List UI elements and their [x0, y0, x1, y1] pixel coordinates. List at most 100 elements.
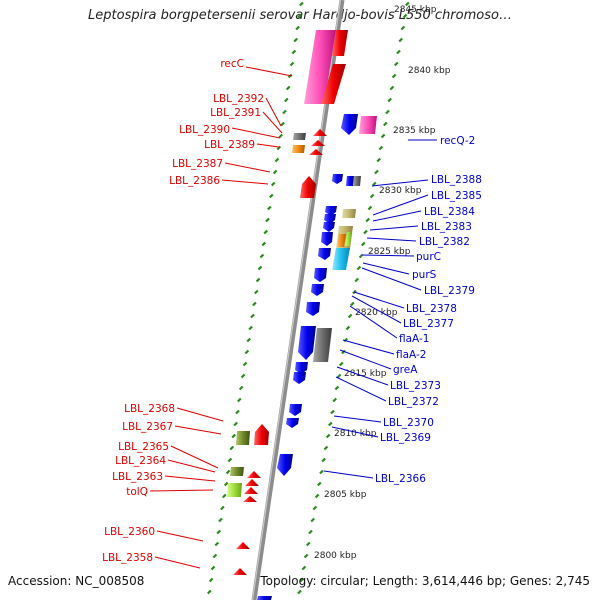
track-tick [280, 121, 285, 127]
track-tick [299, 577, 304, 583]
gene-label: LBL_2373 [390, 380, 441, 392]
track-tick [265, 217, 270, 223]
track-tick [405, 1, 410, 7]
gene-purC-purS [332, 248, 350, 270]
gene-red-480 [245, 479, 259, 486]
gene-lbl2388-b [346, 176, 354, 186]
track-tick [328, 421, 333, 427]
track-tick [269, 193, 274, 199]
reverse-strand-genes [227, 30, 348, 575]
track-tick [254, 289, 259, 295]
gene-recQ2-pink [359, 116, 377, 134]
track-tick [267, 205, 272, 211]
gene-lbl2390 [293, 133, 306, 140]
track-tick [240, 373, 246, 379]
gene-label: LBL_2365 [118, 441, 169, 453]
gene-label: LBL_2360 [104, 526, 155, 538]
track-tick [222, 493, 227, 499]
topology-text: Topology: circular; Length: 3,614,446 bp… [260, 574, 590, 588]
track-tick [314, 493, 320, 499]
gene-lbl2388-a [332, 174, 343, 184]
gene-label: LBL_2377 [403, 318, 454, 330]
track-tick [308, 529, 313, 535]
track-tick [299, 1, 304, 7]
gene-label: LBL_2369 [380, 432, 431, 444]
gene-label: LBL_2382 [419, 236, 470, 248]
track-tick [225, 469, 231, 475]
gene-label: LBL_2392 [213, 93, 264, 105]
gene-label: LBL_2370 [383, 417, 434, 429]
gene-label: purC [416, 251, 441, 263]
track-tick [389, 85, 395, 91]
gene-label: LBL_2368 [124, 403, 175, 415]
track-tick [361, 241, 366, 247]
gene-b-376 [293, 372, 306, 384]
track-tick [242, 361, 248, 367]
gene-label: LBL_2384 [424, 206, 475, 218]
kbp-label: 2800 kbp [314, 551, 357, 561]
track-tick [261, 241, 267, 247]
track-tick [323, 445, 329, 451]
track-tick [248, 325, 253, 331]
gene-b-268 [314, 268, 327, 282]
kbp-label: 2815 kbp [344, 369, 387, 379]
track-tick [380, 133, 386, 139]
track-tick [289, 61, 295, 67]
gene-red-472 [247, 471, 261, 478]
track-tick [255, 277, 261, 283]
track-tick [347, 313, 353, 319]
gene-label: LBL_2367 [122, 421, 173, 433]
track-tick [350, 301, 355, 307]
gene-recQ2-blue [341, 114, 358, 135]
gene-orange-238 [337, 234, 346, 247]
track-tick [212, 553, 218, 559]
kbp-label: 2845 kbp [394, 5, 437, 15]
track-tick [396, 49, 401, 55]
track-tick [394, 61, 399, 67]
gene-recC-b [332, 30, 348, 56]
gene-label: recC [220, 58, 244, 70]
track-tick [291, 49, 297, 55]
gene-label: LBL_2386 [169, 175, 220, 187]
gene-red-142 [311, 140, 325, 146]
track-tick [354, 277, 359, 283]
gene-b-224 [323, 222, 335, 232]
gene-label: LBL_2387 [172, 158, 223, 170]
accession-text: Accession: NC_008508 [8, 574, 145, 588]
track-tick [270, 181, 276, 187]
gene-label: LBL_2364 [115, 455, 166, 467]
track-tick [233, 421, 238, 427]
track-tick [252, 301, 257, 307]
track-tick [295, 25, 300, 31]
reverse-gene-labels: recC LBL_2392 LBL_2391 LBL_2390 LBL_2389… [102, 58, 293, 569]
track-tick [237, 397, 242, 403]
gene-flaA1 [298, 326, 316, 360]
gene-lbl2360 [236, 542, 250, 549]
track-tick [220, 505, 225, 511]
track-tick [312, 505, 318, 511]
track-tick [402, 13, 408, 19]
gene-b-208 [325, 206, 337, 216]
gene-green-238 [345, 232, 352, 246]
track-tick [257, 265, 263, 271]
track-tick [231, 433, 236, 439]
gene-label: LBL_2366 [375, 473, 426, 485]
gene-label: flaA-2 [396, 349, 426, 361]
track-tick [210, 565, 216, 571]
track-tick [259, 253, 265, 259]
track-tick [356, 265, 362, 271]
track-tick [244, 349, 250, 355]
forward-strand-genes [257, 114, 377, 600]
gene-tolQ [227, 483, 242, 497]
gene-b-308 [306, 302, 320, 316]
track-tick [336, 373, 342, 379]
gene-label: recQ-2 [440, 135, 475, 147]
kbp-label: 2830 kbp [379, 186, 422, 196]
track-tick [398, 37, 403, 43]
gene-b-238 [321, 232, 333, 246]
track-tick [284, 97, 289, 103]
track-tick [374, 169, 379, 175]
track-tick [332, 397, 337, 403]
track-tick [383, 121, 388, 127]
